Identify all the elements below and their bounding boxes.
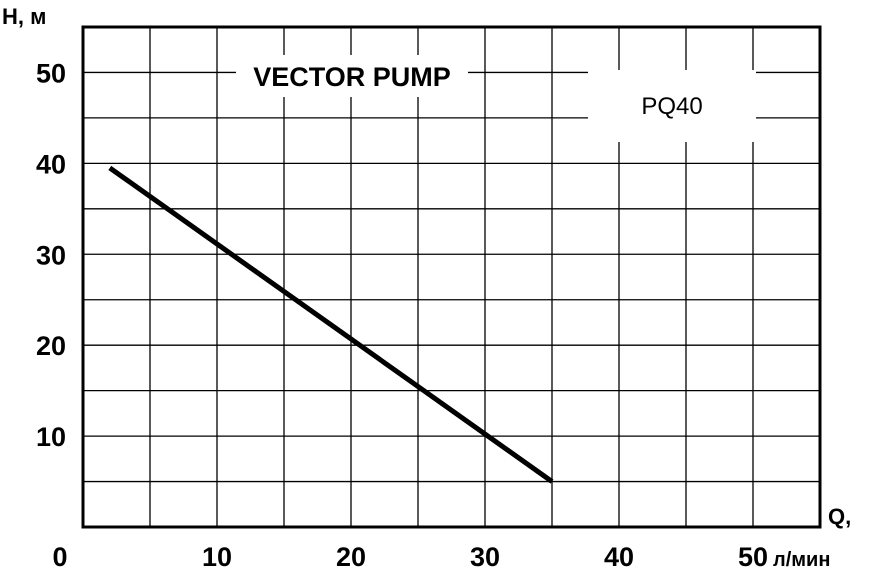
- x-tick-label: 10: [202, 542, 232, 572]
- y-axis-label: H, м: [2, 4, 46, 29]
- x-tick-label: 40: [604, 542, 634, 572]
- y-tick-label: 30: [36, 240, 66, 270]
- x-tick-label: 20: [336, 542, 366, 572]
- series-lines: [108, 165, 554, 484]
- x-tick-label: 30: [470, 542, 500, 572]
- y-tick-labels: 10 20 30 40 50: [36, 58, 66, 452]
- chart-title: VECTOR PUMP: [253, 62, 451, 92]
- x-tick-label: 0: [52, 542, 67, 572]
- series-line: [108, 165, 554, 484]
- x-tick-label: 50: [738, 542, 768, 572]
- y-tick-label: 10: [36, 422, 66, 452]
- model-label-background: [588, 70, 756, 142]
- x-axis-unit: л/мин: [773, 549, 830, 571]
- title-background: [236, 55, 468, 97]
- y-tick-label: 40: [36, 149, 66, 179]
- grid: [83, 27, 820, 527]
- y-tick-label: 50: [36, 58, 66, 88]
- plot-frame: [81, 25, 822, 529]
- model-label: PQ40: [641, 93, 702, 120]
- y-tick-label: 20: [36, 331, 66, 361]
- x-tick-labels: 0 10 20 30 40 50: [52, 542, 768, 572]
- x-axis-label: Q,: [828, 504, 851, 529]
